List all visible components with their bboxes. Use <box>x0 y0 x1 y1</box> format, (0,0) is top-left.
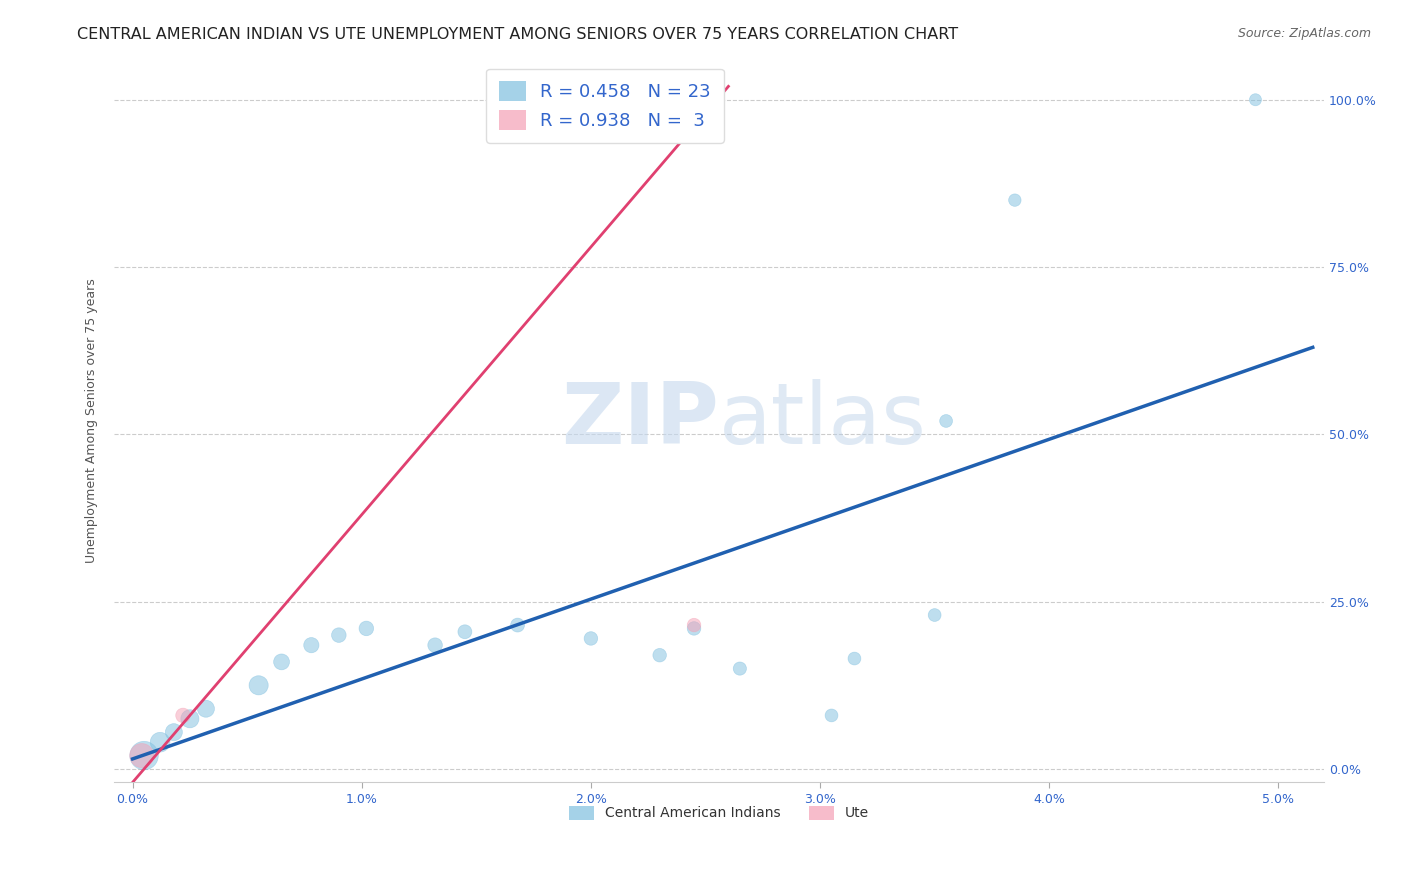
Point <box>179 712 201 726</box>
Point <box>924 608 946 623</box>
Text: CENTRAL AMERICAN INDIAN VS UTE UNEMPLOYMENT AMONG SENIORS OVER 75 YEARS CORRELAT: CENTRAL AMERICAN INDIAN VS UTE UNEMPLOYM… <box>77 27 959 42</box>
Point <box>648 648 671 663</box>
Point <box>506 618 529 632</box>
Point <box>149 735 172 749</box>
Y-axis label: Unemployment Among Seniors over 75 years: Unemployment Among Seniors over 75 years <box>86 278 98 564</box>
Point <box>132 748 155 763</box>
Point <box>1004 193 1026 207</box>
Point <box>356 622 378 636</box>
Point <box>728 662 751 676</box>
Point <box>131 748 153 763</box>
Point <box>328 628 350 642</box>
Text: Source: ZipAtlas.com: Source: ZipAtlas.com <box>1237 27 1371 40</box>
Point <box>163 725 186 739</box>
Text: ZIP: ZIP <box>561 379 720 462</box>
Point <box>935 414 957 428</box>
Point <box>844 651 866 665</box>
Point <box>423 638 446 652</box>
Point <box>454 624 477 639</box>
Point <box>683 618 706 632</box>
Point <box>299 638 322 652</box>
Point <box>270 655 292 669</box>
Text: atlas: atlas <box>720 379 927 462</box>
Point <box>247 678 270 692</box>
Point <box>194 702 217 716</box>
Point <box>1244 93 1267 107</box>
Point <box>579 632 602 646</box>
Legend: Central American Indians, Ute: Central American Indians, Ute <box>564 800 875 826</box>
Point <box>683 622 706 636</box>
Point <box>820 708 842 723</box>
Point <box>172 708 194 723</box>
